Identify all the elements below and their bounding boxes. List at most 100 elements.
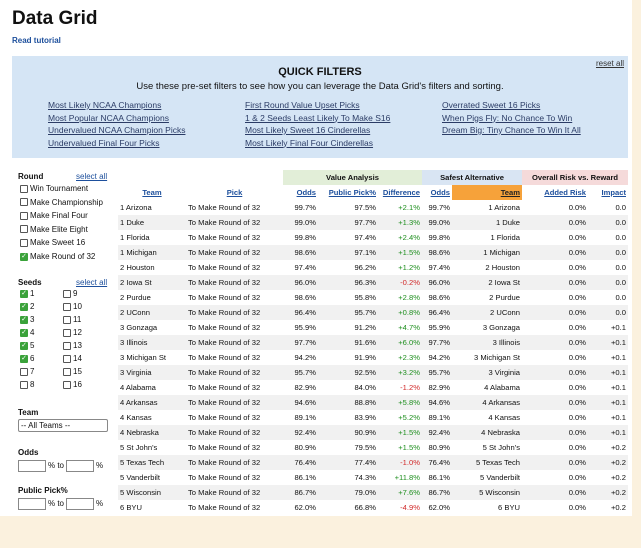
quick-filter-link[interactable]: When Pigs Fly: No Chance To Win [442, 112, 573, 123]
checkbox[interactable] [63, 328, 71, 337]
checkbox-option[interactable]: ✓ 2 [20, 302, 34, 311]
checkbox-option[interactable]: ✓ 1 [20, 289, 34, 298]
quick-filter-link[interactable]: Most Likely Sweet 16 Cinderellas [245, 125, 371, 135]
quick-filter-link[interactable]: Most Likely NCAA Champions [48, 100, 162, 110]
checkbox[interactable] [63, 367, 71, 376]
checkbox[interactable] [20, 198, 28, 207]
quick-filter-link[interactable]: 1 & 2 Seeds Least Likely To Make S16 [245, 112, 391, 123]
table-cell: 0.0% [568, 383, 586, 392]
checkbox-option[interactable]: ✓ 4 [20, 328, 34, 337]
checkbox[interactable]: ✓ [20, 341, 28, 350]
checkbox[interactable] [20, 380, 28, 389]
input-box[interactable] [66, 498, 95, 510]
checkbox[interactable] [20, 225, 28, 234]
page-title: Data Grid [12, 8, 98, 29]
table-cell: To Make Round of 32 [186, 275, 283, 290]
link-column: First Round Value Upset Picks 1 & 2 Seeds… [245, 99, 390, 149]
checkbox[interactable]: ✓ [20, 328, 28, 337]
quick-filter-link[interactable]: Undervalued Final Four Picks [48, 137, 160, 148]
checkbox-option[interactable]: 10 [63, 302, 82, 311]
select-all[interactable]: select all [76, 278, 108, 287]
table-cell: 99.7% [428, 203, 450, 212]
checkbox[interactable] [63, 289, 71, 298]
table-row: 4 Nebraska To Make Round of 32 92.4% 90.9% +… [118, 425, 628, 440]
table-cell: 0.0% [522, 485, 588, 500]
column-header[interactable]: Added Risk [544, 188, 586, 197]
column-header[interactable]: Team [142, 188, 162, 197]
checkbox[interactable] [20, 238, 28, 247]
checkbox[interactable]: ✓ [20, 315, 28, 324]
checkbox-option[interactable]: 7 [20, 367, 34, 376]
table-cell: +0.1 [611, 383, 626, 392]
quick-filter-link[interactable]: First Round Value Upset Picks [245, 100, 360, 110]
checkbox-option[interactable]: Make Sweet 16 [20, 238, 85, 247]
table-cell: +0.2 [611, 473, 626, 482]
checkbox-option[interactable]: Make Championship [20, 198, 103, 207]
checkbox-option[interactable]: 9 [63, 289, 77, 298]
quick-filter-link[interactable]: Overrated Sweet 16 Picks [442, 100, 541, 110]
column-header[interactable]: Public Pick% [328, 188, 376, 197]
checkbox-option[interactable]: 8 [20, 380, 34, 389]
checkbox-option[interactable]: 14 [63, 354, 82, 363]
group-header: Overall Risk vs. Reward [522, 170, 628, 185]
checkbox-option[interactable]: ✓ 3 [20, 315, 34, 324]
checkbox-option[interactable]: 12 [63, 328, 82, 337]
checkbox-option[interactable]: Make Elite Eight [20, 225, 88, 234]
checkbox[interactable] [63, 302, 71, 311]
checkbox[interactable] [20, 367, 28, 376]
table-cell: 0.0% [568, 443, 586, 452]
column-header[interactable]: Odds [296, 188, 316, 197]
checkbox[interactable] [63, 380, 71, 389]
select-all[interactable]: select all [76, 172, 108, 181]
quick-filter-link[interactable]: Most Popular NCAA Champions [48, 112, 169, 123]
checkbox-option[interactable]: 16 [63, 380, 82, 389]
quick-filter-link[interactable]: Dream Big: Tiny Chance To Win It All [442, 125, 581, 135]
checkbox[interactable] [20, 211, 28, 220]
checkbox-option[interactable]: 13 [63, 341, 82, 350]
input-box[interactable] [18, 498, 46, 510]
checkbox[interactable]: ✓ [20, 302, 28, 311]
checkbox[interactable] [63, 341, 71, 350]
table-cell: +2.3% [398, 353, 420, 362]
column-header[interactable]: Impact [601, 188, 626, 197]
table-cell: 95.7% [318, 305, 378, 320]
checkbox[interactable]: ✓ [20, 252, 28, 261]
table-cell: +0.1 [611, 323, 626, 332]
checkbox[interactable] [20, 184, 28, 193]
table-cell: To Make Round of 32 [188, 383, 261, 392]
table-cell: 99.0% [283, 215, 318, 230]
checkbox[interactable] [63, 315, 71, 324]
checkbox-option[interactable]: 11 [63, 315, 81, 324]
quick-filter-link[interactable]: Most Likely Final Four Cinderellas [245, 137, 374, 148]
checkbox-option[interactable]: ✓ Make Round of 32 [20, 252, 95, 261]
input-box[interactable] [18, 460, 46, 472]
checkbox[interactable]: ✓ [20, 354, 28, 363]
table-cell: 89.1% [294, 413, 316, 422]
tutorial-link[interactable]: Read tutorial [12, 36, 61, 45]
table-cell: 97.4% [294, 263, 316, 272]
checkbox[interactable] [63, 354, 71, 363]
column-header[interactable]: Odds [430, 188, 450, 197]
checkbox-option[interactable]: ✓ 5 [20, 341, 34, 350]
column-header[interactable]: Pick [226, 188, 243, 197]
data-grid: Value Analysis Safest Alternative Overal… [118, 170, 628, 515]
option-label: 13 [73, 341, 82, 350]
checkbox-option[interactable]: Make Final Four [20, 211, 88, 220]
table-cell: 80.9% [294, 443, 316, 452]
table-cell: To Make Round of 32 [186, 455, 283, 470]
reset-link[interactable]: reset all [595, 59, 624, 68]
table-cell: +0.2 [588, 485, 628, 500]
table-cell: To Make Round of 32 [188, 503, 261, 512]
table-cell: 76.4% [283, 455, 318, 470]
table-cell: 5 Wisconsin [118, 485, 186, 500]
column-header[interactable]: Team [452, 185, 522, 200]
table-row: 5 Texas Tech To Make Round of 32 76.4% 77.4… [118, 455, 628, 470]
quick-filter-link[interactable]: Undervalued NCAA Champion Picks [48, 125, 186, 135]
checkbox-option[interactable]: Win Tournament [20, 184, 88, 193]
checkbox-option[interactable]: ✓ 6 [20, 354, 34, 363]
column-header[interactable]: Difference [382, 188, 420, 197]
checkbox[interactable]: ✓ [20, 289, 28, 298]
input-box[interactable] [66, 460, 95, 472]
team-select[interactable]: -- All Teams -- [18, 419, 108, 432]
checkbox-option[interactable]: 15 [63, 367, 82, 376]
